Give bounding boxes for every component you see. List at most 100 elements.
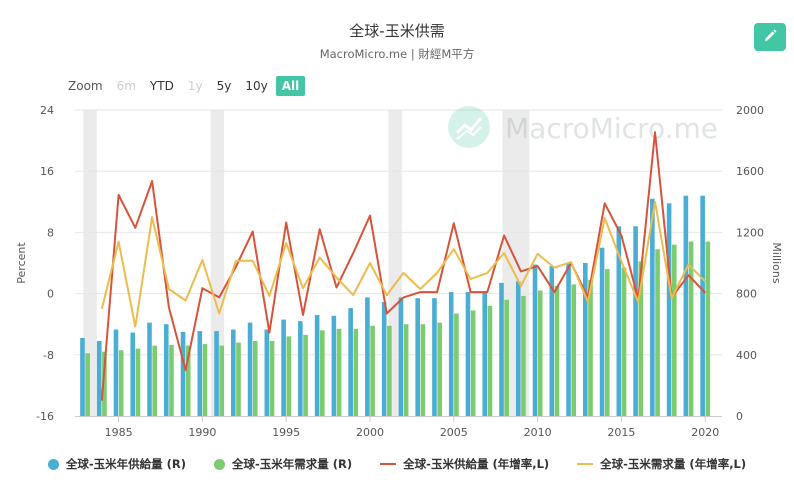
right-axis-tick-label: 800 [736, 288, 757, 301]
supply-bar [348, 308, 353, 416]
chart-subtitle: MacroMicro.me | 財經M平方 [319, 47, 475, 61]
demand-growth-line [100, 200, 706, 328]
supply-growth-line [100, 131, 706, 401]
left-axis-title: Percent [15, 242, 28, 284]
demand-bar [420, 324, 426, 416]
supply-bar [650, 198, 655, 416]
recession-band [388, 110, 402, 416]
supply-bar [180, 331, 186, 416]
zoom-ytd-button[interactable]: YTD [149, 79, 174, 93]
zoom-all-button[interactable]: All [275, 76, 306, 96]
supply-bar [298, 321, 303, 416]
zoom-1y-button[interactable]: 1y [187, 79, 203, 93]
chart-title: 全球-玉米供需 [349, 22, 445, 40]
x-axis-tick-label: 2005 [440, 426, 468, 439]
demand-bar [571, 284, 577, 416]
supply-bar [331, 315, 337, 416]
demand-bar [487, 305, 493, 416]
supply-bar [566, 263, 571, 416]
legend: 全球-玉米年供給量 (R) 全球-玉米年需求量 (R) 全球-玉米供給量 (年增… [0, 456, 794, 472]
x-axis-tick-label: 2010 [524, 426, 552, 439]
legend-marker-demand-line [577, 463, 594, 465]
lines [100, 131, 706, 401]
legend-label-demand-line: 全球-玉米需求量 (年增率,L) [600, 457, 747, 471]
supply-bar [80, 337, 85, 416]
demand-bar [437, 322, 442, 416]
supply-bar [599, 247, 605, 416]
supply-bar [432, 298, 437, 416]
x-axis-tick-label: 1985 [105, 426, 133, 439]
demand-bar [102, 351, 107, 416]
demand-bar [85, 353, 90, 416]
supply-bar [147, 322, 152, 416]
supply-bar [515, 281, 521, 416]
legend-item-demand-bar[interactable]: 全球-玉米年需求量 (R) [214, 456, 352, 472]
supply-bar [415, 298, 420, 416]
supply-bar [314, 315, 320, 416]
supply-bar [281, 319, 286, 416]
demand-bar [403, 324, 409, 416]
demand-bar [705, 241, 711, 416]
x-axis-tick-label: 2015 [607, 426, 635, 439]
watermark-text: MacroMicro.me [505, 112, 718, 145]
recession-band [210, 110, 225, 416]
right-axis-tick-label: 400 [736, 349, 757, 362]
demand-bar [504, 299, 509, 416]
supply-bar [583, 263, 588, 416]
supply-bar [499, 282, 504, 416]
supply-bar [264, 329, 270, 416]
legend-item-supply-line[interactable]: 全球-玉米供給量 (年增率,L) [380, 456, 549, 472]
supply-bar [700, 195, 705, 416]
legend-label-supply-bar: 全球-玉米年供給量 (R) [65, 457, 187, 471]
zoom-label: Zoom [68, 79, 103, 93]
supply-bar [197, 331, 203, 416]
left-axis-tick-label: 0 [47, 288, 54, 301]
demand-bar [269, 341, 275, 416]
demand-bar [588, 279, 593, 416]
supply-bar [549, 266, 555, 416]
demand-bar [252, 341, 258, 416]
demand-bar [521, 295, 526, 416]
x-axis-tick-label: 1990 [188, 426, 216, 439]
legend-item-demand-line[interactable]: 全球-玉米需求量 (年增率,L) [577, 456, 746, 472]
demand-bar [152, 345, 158, 416]
demand-bar [554, 285, 560, 416]
demand-bar [236, 342, 241, 416]
recession-bands [83, 110, 530, 416]
demand-bar [655, 249, 660, 416]
supply-bar [683, 195, 689, 416]
zoom-10y-button[interactable]: 10y [245, 79, 268, 93]
supply-bar [163, 324, 169, 416]
left-axis-tick-label: 8 [47, 226, 54, 239]
supply-bar [532, 264, 538, 416]
demand-bar [470, 310, 476, 416]
demand-bar [185, 345, 191, 416]
x-axis-tick-label: 2000 [356, 426, 384, 439]
legend-label-demand-bar: 全球-玉米年需求量 (R) [232, 457, 353, 471]
x-axis-tick-label: 2020 [691, 426, 719, 439]
zoom-6m-button[interactable]: 6m [116, 79, 136, 93]
edit-button[interactable] [754, 23, 786, 51]
supply-bar [633, 226, 638, 416]
legend-marker-supply-line [380, 463, 397, 465]
demand-bar [387, 325, 392, 416]
right-axis-tick-label: 2000 [736, 104, 764, 117]
demand-bar [219, 345, 225, 416]
supply-bar [130, 332, 136, 416]
left-axis-tick-label: 16 [40, 165, 54, 178]
legend-marker-demand-bar [214, 458, 226, 470]
legend-label-supply-line: 全球-玉米供給量 (年增率,L) [403, 457, 550, 471]
supply-bar [448, 292, 454, 416]
left-axis-tick-label: -8 [43, 349, 54, 362]
demand-bar [604, 269, 610, 416]
supply-bar [365, 297, 370, 416]
pencil-icon [763, 28, 777, 47]
supply-bar [113, 329, 119, 416]
zoom-5y-button[interactable]: 5y [216, 79, 232, 93]
supply-bar [214, 331, 219, 416]
legend-item-supply-bar[interactable]: 全球-玉米年供給量 (R) [47, 456, 187, 472]
macromicro-logo-icon [448, 106, 490, 148]
demand-bar [537, 290, 543, 416]
supply-bar [465, 292, 471, 416]
demand-bar [320, 330, 325, 416]
